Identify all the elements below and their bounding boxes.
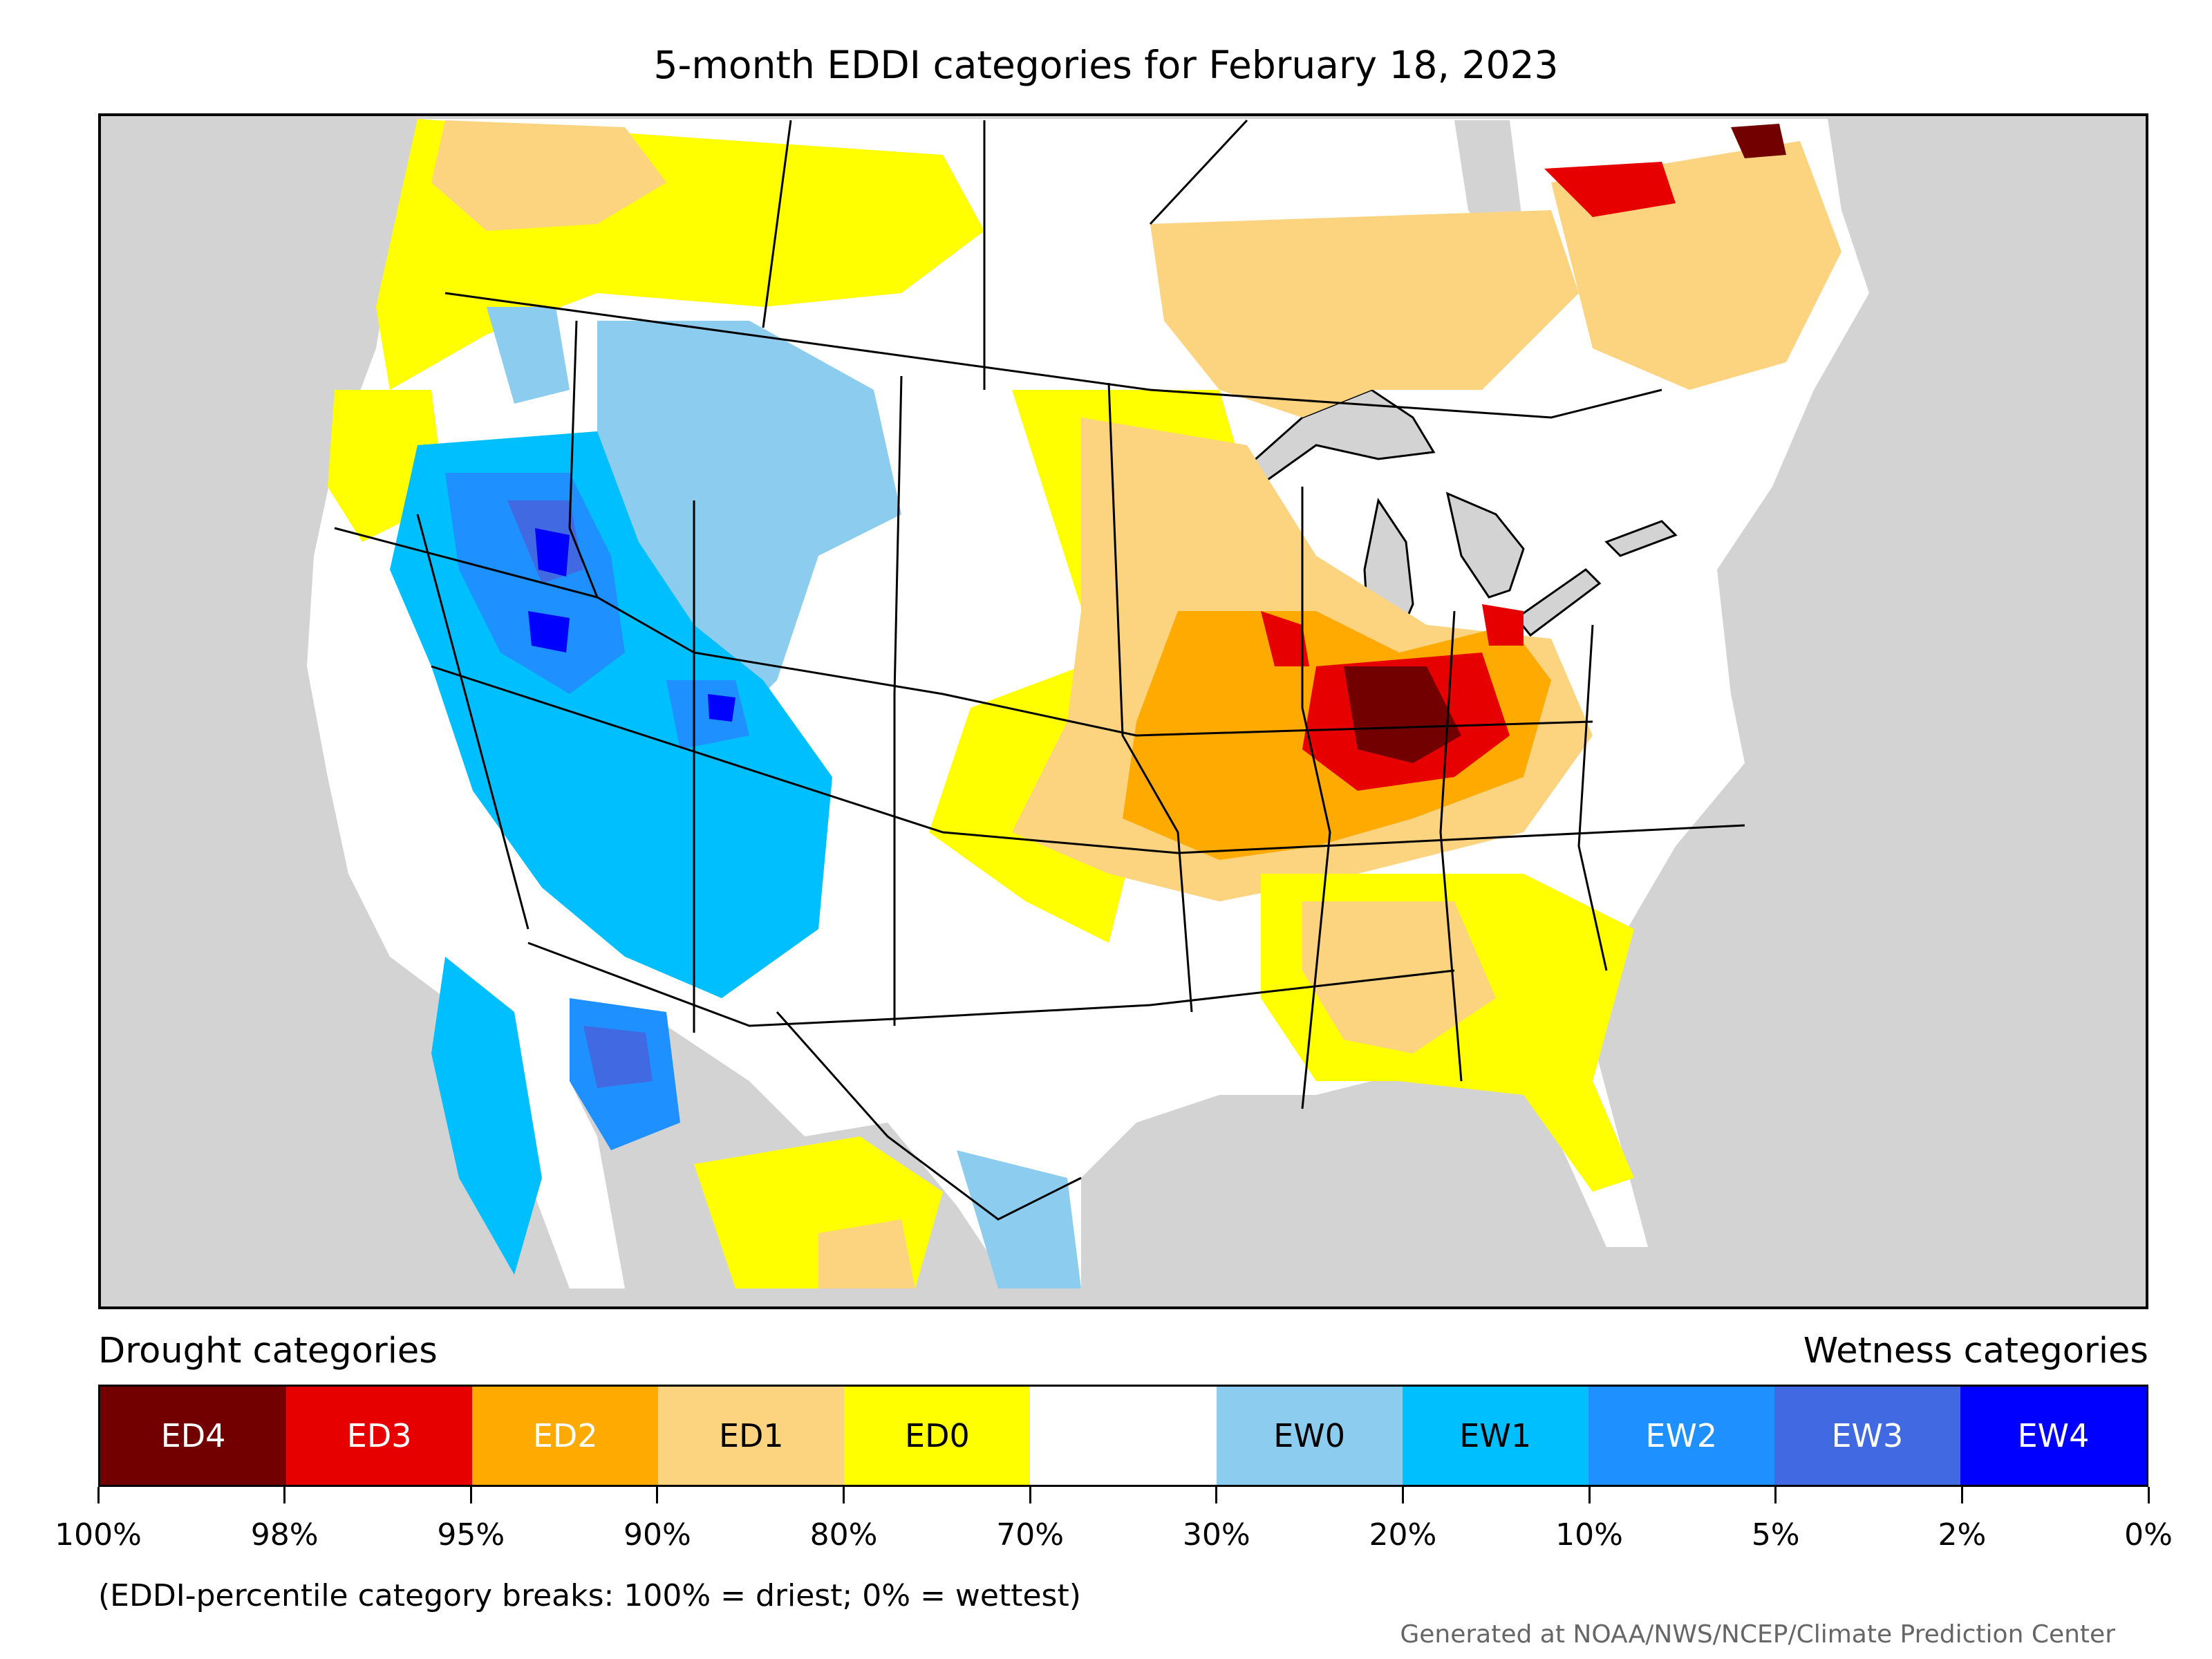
- lake-superior: [1237, 388, 1436, 481]
- legend-swatch-ew2: EW2: [1588, 1387, 1774, 1485]
- lake-ontario: [1604, 520, 1678, 557]
- tick-label: 80%: [809, 1517, 878, 1553]
- legend-swatch-ed4: ED4: [100, 1387, 287, 1485]
- tick-mark: [1774, 1487, 1777, 1503]
- region-ed3: [1544, 162, 1676, 217]
- tick-label: 2%: [1938, 1517, 1987, 1553]
- region-ed1: [1150, 210, 1579, 418]
- region-ed1: [431, 120, 666, 231]
- tick-mark: [1215, 1487, 1218, 1503]
- tick-label: 30%: [1182, 1517, 1250, 1553]
- state-borders: [334, 119, 1745, 1221]
- region-ew2: [445, 473, 625, 694]
- tick-mark: [1588, 1487, 1591, 1503]
- lake-erie: [1515, 568, 1602, 637]
- tick-label: 95%: [437, 1517, 505, 1553]
- colorbar-ticks: [97, 1487, 2150, 1508]
- drought-regions: [328, 119, 1841, 1288]
- legend-swatch-ew4: EW4: [1960, 1387, 2147, 1485]
- legend-swatch-ed3: ED3: [286, 1387, 473, 1485]
- credit-line: Generated at NOAA/NWS/NCEP/Climate Predi…: [1400, 1620, 2115, 1649]
- category-colorbar: ED4 ED3 ED2 ED1 ED0 EW0 EW1 EW2 EW3 EW4: [98, 1385, 2148, 1487]
- region-ew1: [431, 957, 542, 1275]
- region-ew3: [583, 1026, 653, 1088]
- region-ew4: [528, 611, 570, 653]
- lake-huron: [1445, 491, 1525, 599]
- region-ed4: [1344, 666, 1461, 763]
- legend-swatch-ed0: ED0: [844, 1387, 1031, 1485]
- map-frame: [98, 113, 2148, 1309]
- tick-mark: [656, 1487, 659, 1503]
- tick-label: 0%: [2124, 1517, 2173, 1553]
- legend-swatch-ew1: EW1: [1402, 1387, 1588, 1485]
- region-ew4: [708, 694, 735, 722]
- tick-label: 98%: [250, 1517, 319, 1553]
- tick-mark: [2147, 1487, 2150, 1503]
- category-breaks-note: (EDDI-percentile category breaks: 100% =…: [98, 1578, 1081, 1613]
- tick-mark: [843, 1487, 845, 1503]
- eddi-map: [307, 119, 1869, 1288]
- tick-label: 100%: [55, 1517, 142, 1553]
- tick-mark: [1960, 1487, 1963, 1503]
- tick-label: 20%: [1369, 1517, 1437, 1553]
- legend-swatch-ew0: EW0: [1216, 1387, 1403, 1485]
- wetness-categories-heading: Wetness categories: [1803, 1331, 2148, 1371]
- region-ew0: [487, 307, 570, 404]
- region-ed4: [1731, 124, 1786, 158]
- tick-label: 70%: [996, 1517, 1065, 1553]
- tick-mark: [469, 1487, 472, 1503]
- wetness-regions: [390, 307, 1081, 1288]
- tick-mark: [97, 1487, 100, 1503]
- tick-label: 5%: [1751, 1517, 1800, 1553]
- region-ed1: [818, 1219, 915, 1288]
- region-ew0: [957, 1150, 1081, 1288]
- drought-categories-heading: Drought categories: [98, 1331, 438, 1371]
- legend-swatch-ed1: ED1: [658, 1387, 845, 1485]
- tick-mark: [1029, 1487, 1031, 1503]
- legend-swatch-normal: [1030, 1387, 1217, 1485]
- tick-label: 90%: [624, 1517, 691, 1553]
- tick-mark: [283, 1487, 286, 1503]
- legend-swatch-ew3: EW3: [1774, 1387, 1960, 1485]
- region-ew4: [535, 528, 570, 577]
- tick-label: 10%: [1555, 1517, 1623, 1553]
- region-ed3: [1261, 611, 1309, 666]
- tick-mark: [1401, 1487, 1404, 1503]
- region-ed3: [1482, 604, 1524, 646]
- legend-swatch-ed2: ED2: [472, 1387, 659, 1485]
- map-title: 5-month EDDI categories for February 18,…: [653, 43, 1559, 87]
